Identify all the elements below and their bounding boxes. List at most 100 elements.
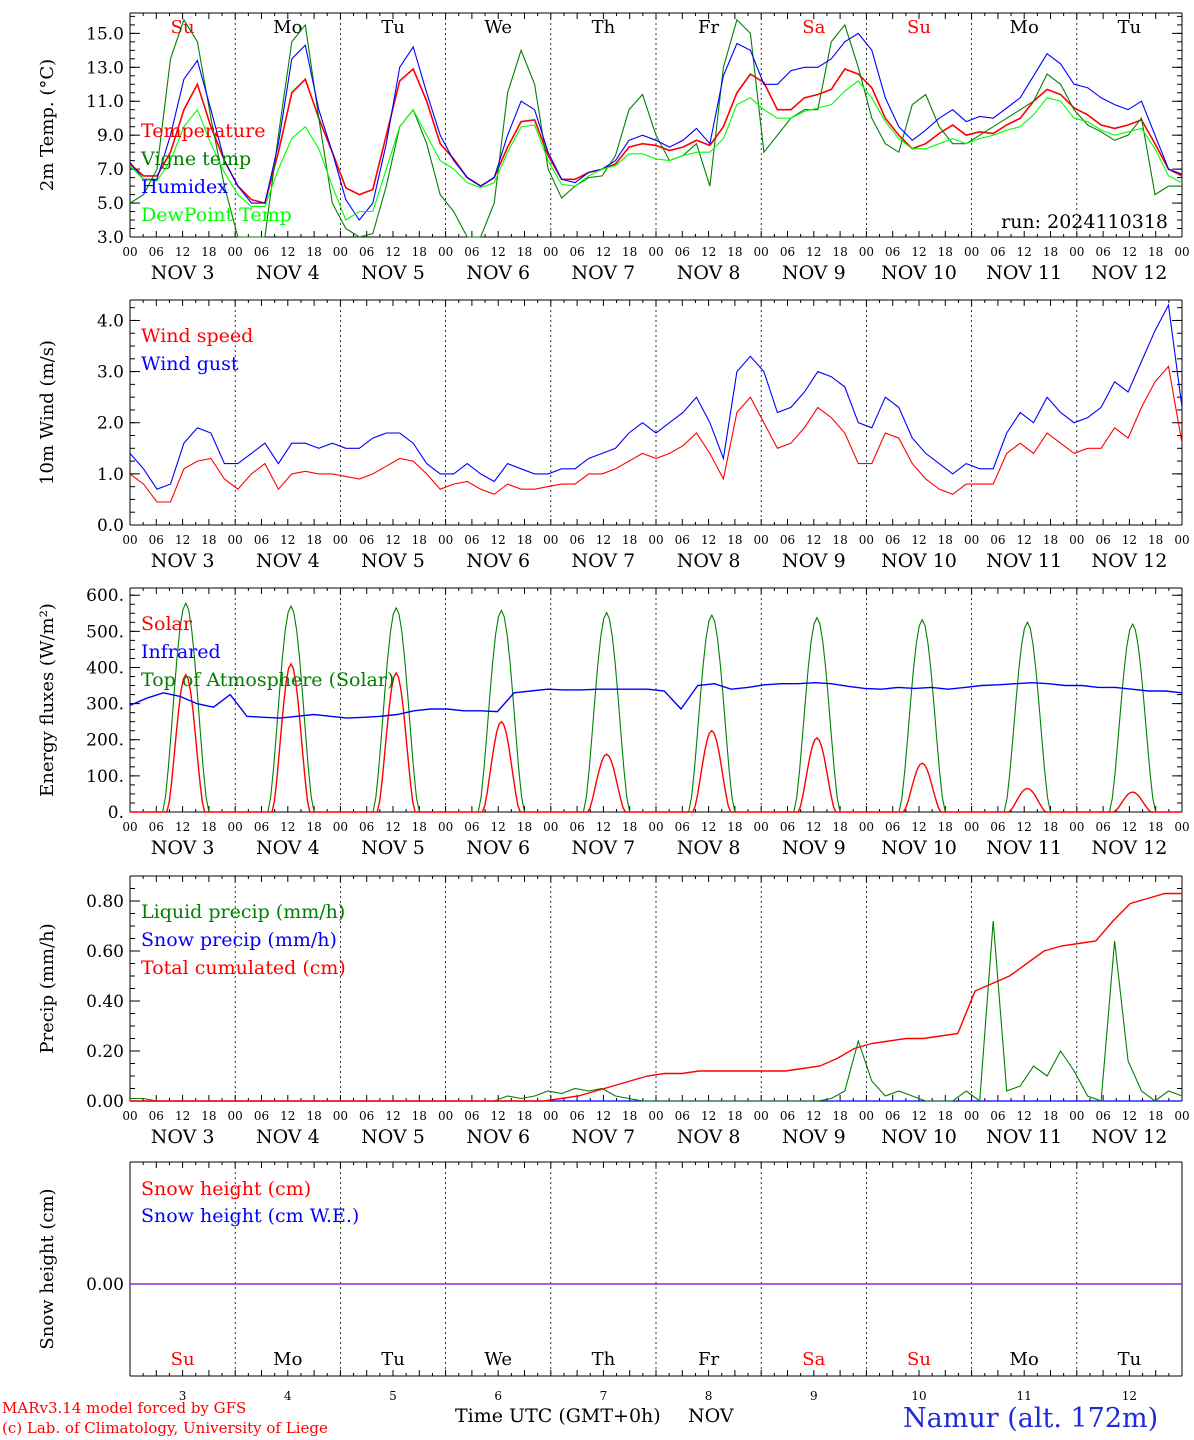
hour-label: 06 xyxy=(149,533,164,547)
date-label: NOV 11 xyxy=(986,550,1062,572)
y-tick-label: 11.0 xyxy=(86,92,124,112)
hour-label: 18 xyxy=(727,533,742,547)
hour-label: 18 xyxy=(727,820,742,834)
hour-label: 06 xyxy=(1095,1109,1110,1123)
date-label: NOV 8 xyxy=(677,550,741,572)
hour-label: 12 xyxy=(175,533,190,547)
legend-entry: Wind gust xyxy=(141,353,239,375)
hour-label: 12 xyxy=(806,533,821,547)
hour-label: 00 xyxy=(859,533,874,547)
hour-label: 06 xyxy=(780,1109,795,1123)
y-axis-label: Energy fluxes (W/m²) xyxy=(37,603,58,797)
hour-label: 00 xyxy=(543,1109,558,1123)
hour-label: 00 xyxy=(543,245,558,259)
hour-label: 06 xyxy=(464,533,479,547)
day-name: Th xyxy=(592,17,616,38)
hour-label: 06 xyxy=(149,820,164,834)
hour-label: 06 xyxy=(254,533,269,547)
hour-label: 00 xyxy=(333,245,348,259)
legend-entry: Snow precip (mm/h) xyxy=(141,929,337,951)
hour-label: 12 xyxy=(280,820,295,834)
hour-label: 18 xyxy=(622,533,637,547)
hour-label: 00 xyxy=(438,820,453,834)
infrared-line xyxy=(129,681,1183,719)
day-number: 9 xyxy=(810,1389,818,1403)
date-label: NOV 10 xyxy=(881,550,957,572)
date-label: NOV 9 xyxy=(782,550,846,572)
day-number: 5 xyxy=(389,1389,397,1403)
hour-label: 12 xyxy=(385,533,400,547)
hour-label: 12 xyxy=(806,820,821,834)
hour-label: 06 xyxy=(990,820,1005,834)
hour-label: 06 xyxy=(254,820,269,834)
date-label: NOV 9 xyxy=(782,837,846,859)
hour-label: 06 xyxy=(254,245,269,259)
hour-label: 18 xyxy=(1148,245,1163,259)
hour-label: 12 xyxy=(596,245,611,259)
hour-label: 18 xyxy=(727,1109,742,1123)
y-tick-label: 13.0 xyxy=(86,58,124,78)
hour-label: 12 xyxy=(491,820,506,834)
hour-label: 00 xyxy=(648,533,663,547)
hour-label: 18 xyxy=(1148,1109,1163,1123)
day-number: 7 xyxy=(600,1389,608,1403)
y-tick-label: 0.40 xyxy=(86,992,124,1012)
day-name: Tu xyxy=(1118,17,1142,38)
y-tick-label: 1.0 xyxy=(97,465,124,485)
hour-label: 00 xyxy=(754,820,769,834)
hour-label: 12 xyxy=(596,820,611,834)
hour-label: 00 xyxy=(964,245,979,259)
hour-label: 18 xyxy=(938,245,953,259)
hour-label: 06 xyxy=(675,245,690,259)
legend-entry: DewPoint Temp xyxy=(141,204,292,226)
date-label: NOV 8 xyxy=(677,262,741,284)
hour-label: 06 xyxy=(885,245,900,259)
hour-label: 00 xyxy=(648,245,663,259)
y-tick-label: 600. xyxy=(86,586,124,606)
temp-series-line xyxy=(129,80,1183,221)
hour-label: 06 xyxy=(675,1109,690,1123)
hour-label: 06 xyxy=(990,1109,1005,1123)
run-label: run: 2024110318 xyxy=(1001,211,1168,233)
date-label: NOV 8 xyxy=(677,837,741,859)
y-tick-label: 100. xyxy=(86,767,124,787)
day-number: 10 xyxy=(911,1389,926,1403)
hour-label: 18 xyxy=(1043,533,1058,547)
hour-label: 12 xyxy=(175,245,190,259)
hour-label: 06 xyxy=(885,820,900,834)
hour-label: 00 xyxy=(1174,245,1189,259)
hour-label: 00 xyxy=(228,533,243,547)
hour-label: 12 xyxy=(385,245,400,259)
hour-label: 18 xyxy=(517,820,532,834)
hour-label: 06 xyxy=(359,820,374,834)
y-axis-label: 10m Wind (m/s) xyxy=(37,340,58,485)
hour-label: 06 xyxy=(990,533,1005,547)
hour-label: 12 xyxy=(596,1109,611,1123)
hour-label: 06 xyxy=(464,245,479,259)
date-label: NOV 11 xyxy=(986,262,1062,284)
day-name: Tu xyxy=(1118,1349,1142,1370)
y-tick-label: 3.0 xyxy=(97,228,124,248)
hour-label: 12 xyxy=(280,1109,295,1123)
hour-label: 18 xyxy=(517,1109,532,1123)
date-label: NOV 4 xyxy=(256,1126,320,1148)
day-number: 3 xyxy=(179,1389,187,1403)
hour-label: 12 xyxy=(911,533,926,547)
hour-label: 18 xyxy=(306,533,321,547)
hour-label: 18 xyxy=(306,1109,321,1123)
hour-label: 12 xyxy=(175,1109,190,1123)
y-tick-label: 4.0 xyxy=(97,311,124,331)
date-label: NOV 8 xyxy=(677,1126,741,1148)
date-label: NOV 10 xyxy=(881,262,957,284)
date-label: NOV 5 xyxy=(361,1126,425,1148)
hour-label: 12 xyxy=(701,820,716,834)
hour-label: 12 xyxy=(806,245,821,259)
date-label: NOV 9 xyxy=(782,262,846,284)
hour-label: 00 xyxy=(964,1109,979,1123)
hour-label: 18 xyxy=(1148,533,1163,547)
hour-label: 06 xyxy=(149,245,164,259)
date-label: NOV 3 xyxy=(151,550,215,572)
hour-label: 00 xyxy=(333,1109,348,1123)
date-label: NOV 11 xyxy=(986,1126,1062,1148)
date-label: NOV 3 xyxy=(151,837,215,859)
